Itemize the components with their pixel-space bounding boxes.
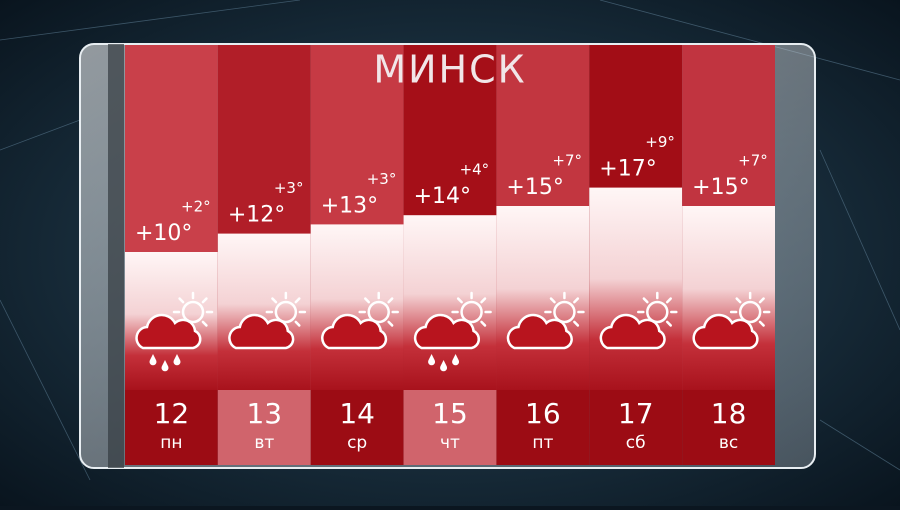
- rain-drop: [428, 354, 436, 366]
- date-cell: [310, 390, 404, 465]
- day-temp: +14°: [414, 184, 471, 209]
- day-temp: +17°: [599, 157, 656, 182]
- night-temp: +9°: [645, 133, 675, 151]
- sun-ray: [573, 297, 580, 304]
- cloud: [599, 313, 666, 350]
- sun-ray: [665, 297, 672, 304]
- sun-ray: [735, 297, 742, 304]
- cloud: [321, 313, 388, 350]
- weather-icon: [413, 291, 492, 372]
- sun: [181, 300, 205, 324]
- weather-icon: [506, 291, 585, 350]
- weather-icon: [135, 291, 214, 372]
- day-temp: +10°: [135, 221, 192, 246]
- weekday: чт: [440, 433, 460, 453]
- night-temp: +2°: [181, 198, 211, 216]
- rain-drop: [173, 354, 181, 366]
- date: 12: [154, 397, 190, 430]
- weekday: ср: [347, 433, 367, 453]
- rain-drop: [440, 360, 448, 372]
- sun-ray: [294, 320, 301, 327]
- sun: [460, 300, 483, 324]
- night-temp: +7°: [552, 152, 582, 170]
- panel-edge: [108, 44, 124, 468]
- sun-ray: [480, 297, 487, 304]
- sun-ray: [294, 297, 301, 304]
- cloud: [692, 313, 759, 350]
- sun-ray: [642, 297, 649, 304]
- sun-ray: [178, 297, 185, 304]
- date: 14: [339, 397, 375, 430]
- date: 17: [618, 397, 654, 430]
- sun-ray: [665, 320, 672, 327]
- date: 15: [432, 397, 468, 430]
- sun-ray: [387, 297, 394, 304]
- cloud: [135, 313, 202, 350]
- sun-ray: [758, 297, 765, 304]
- date: 13: [246, 397, 282, 430]
- sun-ray: [480, 320, 487, 327]
- night-temp: +4°: [460, 161, 490, 179]
- weekday: вс: [719, 433, 738, 453]
- weekday: пт: [532, 433, 553, 453]
- bar: [682, 206, 775, 390]
- date-cell: [589, 390, 683, 465]
- date-cell: [403, 390, 497, 465]
- columns: +10° +2° 12 пн +12° +3° 13 вт +13° +3° 14 ср +14° +4°…: [125, 45, 775, 465]
- sun-ray: [387, 320, 394, 327]
- bar: [310, 224, 404, 390]
- weekday: вт: [254, 433, 274, 453]
- city-title: МИНСК: [373, 48, 526, 92]
- date-cell: [496, 390, 590, 465]
- day-temp: +15°: [506, 175, 563, 200]
- day-temp: +15°: [692, 175, 749, 200]
- sun: [646, 300, 669, 324]
- network-lines: [0, 0, 900, 481]
- weather-icon: [599, 291, 678, 350]
- day-temp: +12°: [228, 203, 285, 228]
- cloud: [506, 313, 573, 350]
- sun-ray: [201, 320, 208, 327]
- weekday: сб: [626, 433, 646, 453]
- sun-ray: [549, 297, 556, 304]
- rain-drop: [149, 354, 157, 366]
- bar: [589, 187, 683, 390]
- sun-ray: [573, 320, 580, 327]
- sun: [367, 300, 390, 324]
- weather-icon: [321, 291, 399, 350]
- night-temp: +3°: [367, 170, 397, 188]
- sun: [738, 300, 762, 324]
- rain-drop: [161, 360, 169, 372]
- cloud: [413, 313, 480, 350]
- date: 18: [711, 397, 747, 430]
- bar: [496, 206, 590, 390]
- sun-ray: [271, 297, 278, 304]
- day-temp: +13°: [321, 193, 378, 218]
- sun-ray: [201, 297, 208, 304]
- night-temp: +7°: [738, 152, 768, 170]
- date: 16: [525, 397, 561, 430]
- weekday: пн: [160, 433, 182, 453]
- sun-ray: [364, 297, 371, 304]
- night-temp: +3°: [274, 179, 304, 197]
- date-cell: [217, 390, 311, 465]
- date-cell: [682, 390, 775, 465]
- rain-drop: [452, 354, 460, 366]
- weather-icon: [692, 291, 771, 350]
- sun: [274, 300, 298, 324]
- weather-icon: [228, 291, 307, 350]
- sun: [553, 300, 576, 324]
- sun-ray: [456, 297, 463, 304]
- sun-ray: [758, 320, 765, 327]
- cloud: [228, 313, 295, 350]
- date-cell: [125, 390, 218, 465]
